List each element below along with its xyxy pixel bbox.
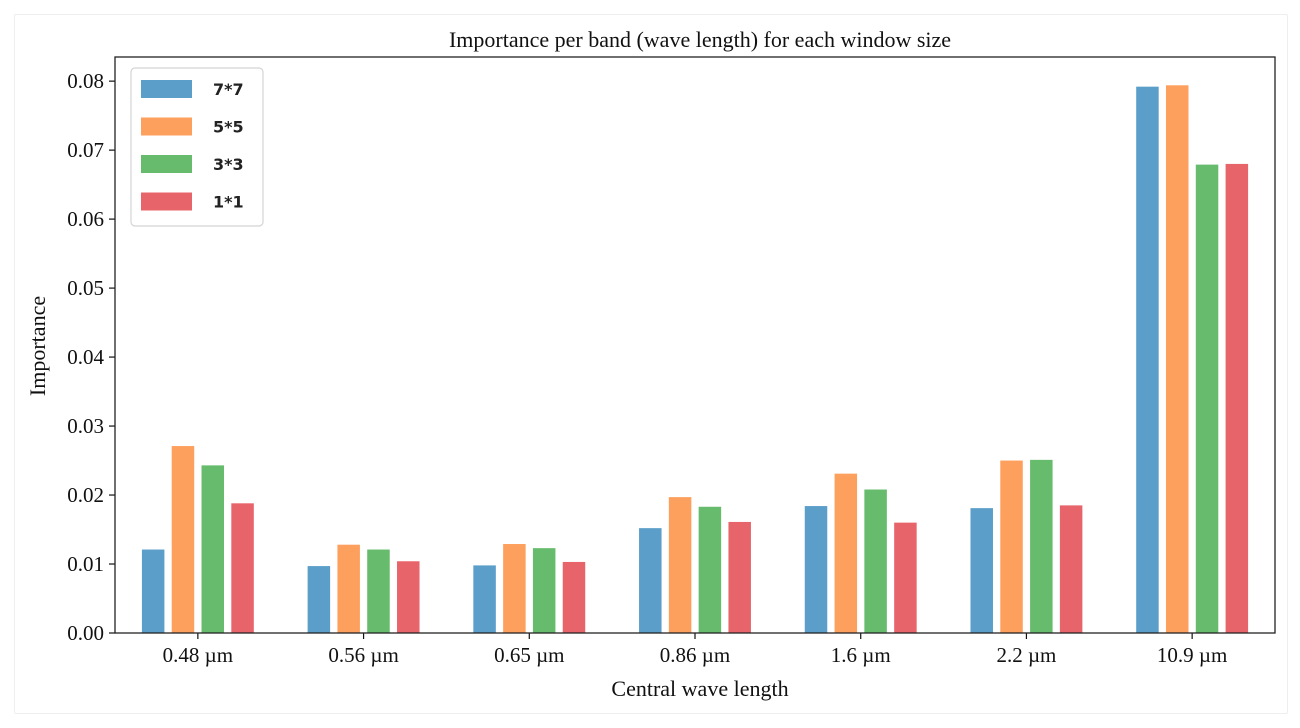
- bar-7*7-1.6 µm: [804, 506, 828, 633]
- legend-label-3*3: 3*3: [213, 155, 244, 174]
- legend-label-1*1: 1*1: [213, 193, 244, 212]
- bar-5*5-0.86 µm: [668, 497, 692, 633]
- bar-1*1-10.9 µm: [1225, 163, 1249, 633]
- bar-1*1-0.65 µm: [562, 561, 586, 633]
- y-tick-label: 0.08: [67, 69, 104, 93]
- legend-swatch-1*1: [141, 192, 192, 211]
- x-tick-label: 10.9 µm: [1157, 643, 1227, 667]
- bar-5*5-0.56 µm: [337, 544, 360, 633]
- bar-7*7-0.86 µm: [639, 528, 662, 633]
- y-tick-label: 0.07: [67, 138, 104, 162]
- bar-1*1-0.56 µm: [397, 561, 420, 633]
- x-tick-label: 0.65 µm: [494, 643, 564, 667]
- legend-box: [130, 67, 264, 227]
- y-tick-label: 0.03: [67, 414, 104, 438]
- bar-5*5-2.2 µm: [1000, 460, 1023, 633]
- y-tick-label: 0.05: [67, 276, 104, 300]
- bar-3*3-1.6 µm: [864, 489, 887, 633]
- axes-group: 0.48 µm 0.56 µm 0.65 µm 0.86 µm 1.6 µm 2.2 µm…: [67, 56, 1276, 667]
- x-tick-label: 0.48 µm: [163, 643, 233, 667]
- bar-3*3-0.65 µm: [532, 548, 556, 633]
- legend-label-7*7: 7*7: [213, 80, 244, 99]
- x-axis-label: Central wave length: [611, 676, 788, 701]
- legend-swatch-7*7: [141, 80, 192, 98]
- bar-7*7-0.48 µm: [141, 549, 165, 633]
- bar-7*7-10.9 µm: [1136, 86, 1159, 633]
- legend: 7*7 5*5 3*3 1*1: [130, 67, 264, 227]
- x-tick-label: 1.6 µm: [831, 643, 891, 667]
- bar-3*3-10.9 µm: [1195, 164, 1219, 633]
- plot-area-border: [114, 56, 1276, 634]
- bar-1*1-0.48 µm: [231, 503, 254, 633]
- chart-title: Importance per band (wave length) for ea…: [449, 27, 951, 52]
- bars-group: [141, 85, 1249, 633]
- legend-label-5*5: 5*5: [213, 118, 244, 137]
- y-tick-label: 0.06: [67, 207, 104, 231]
- bar-3*3-0.48 µm: [201, 465, 225, 633]
- y-axis-label: Importance: [25, 296, 50, 396]
- bar-1*1-1.6 µm: [894, 522, 917, 633]
- y-tick-label: 0.04: [67, 345, 104, 369]
- x-tick-label: 0.86 µm: [660, 643, 730, 667]
- bar-5*5-0.65 µm: [503, 544, 526, 633]
- x-tick-label: 2.2 µm: [996, 643, 1056, 667]
- bar-7*7-0.65 µm: [473, 565, 496, 633]
- bar-3*3-2.2 µm: [1030, 459, 1053, 633]
- bar-1*1-0.86 µm: [728, 521, 751, 633]
- y-tick-label: 0.02: [67, 483, 104, 507]
- y-tick-label: 0.00: [67, 621, 104, 645]
- bar-1*1-2.2 µm: [1059, 505, 1083, 633]
- bar-3*3-0.56 µm: [367, 549, 390, 633]
- legend-swatch-3*3: [141, 155, 192, 173]
- bar-5*5-10.9 µm: [1165, 85, 1189, 633]
- bar-3*3-0.86 µm: [698, 506, 722, 633]
- bar-5*5-0.48 µm: [171, 446, 195, 633]
- legend-swatch-5*5: [141, 117, 192, 136]
- x-tick-label: 0.56 µm: [328, 643, 398, 667]
- bar-7*7-0.56 µm: [307, 566, 331, 633]
- bar-5*5-1.6 µm: [834, 473, 858, 633]
- y-tick-label: 0.01: [67, 552, 104, 576]
- bar-7*7-2.2 µm: [970, 508, 993, 633]
